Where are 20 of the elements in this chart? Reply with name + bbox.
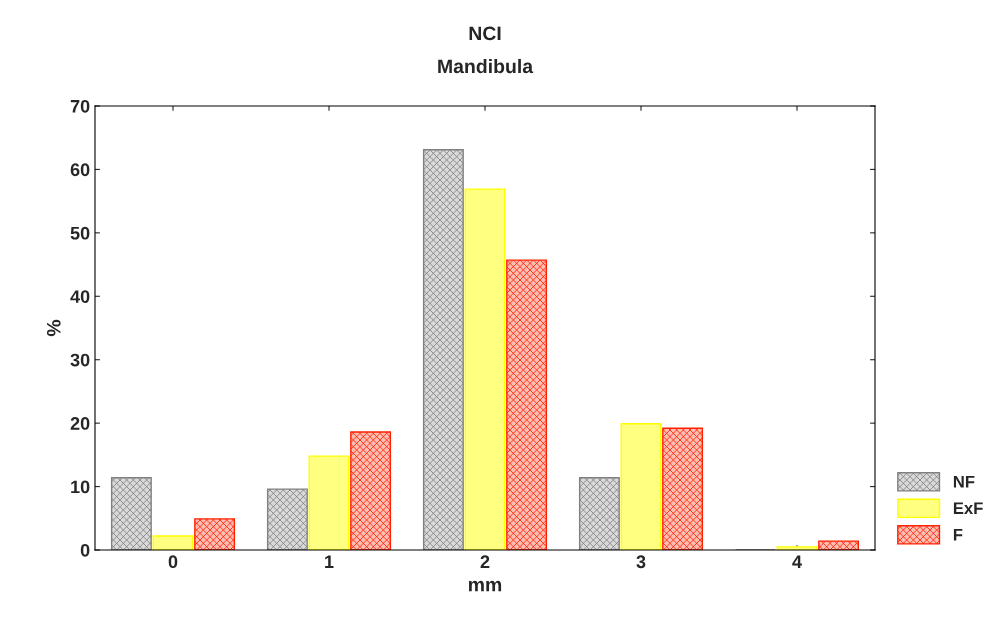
y-tick-label: 20 (70, 417, 90, 430)
y-tick-label: 40 (70, 290, 90, 304)
x-tick-label: 0 (168, 555, 178, 569)
y-axis-title: % (46, 319, 61, 337)
x-tick-label: 1 (325, 555, 334, 568)
x-tick-label: 3 (636, 555, 646, 569)
legend-label: NF (953, 475, 975, 488)
x-tick-label: 4 (792, 555, 802, 568)
y-tick-label: 70 (70, 99, 90, 113)
y-tick-label: 10 (71, 480, 90, 494)
y-tick-label: 50 (70, 226, 90, 240)
x-axis-title: mm (468, 580, 502, 592)
chart-title: NCI (469, 26, 501, 41)
chart-subtitle: Mandibula (438, 58, 534, 74)
y-tick-label: 30 (70, 353, 90, 367)
y-tick-label: 0 (80, 543, 90, 557)
legend-label: ExF (953, 502, 983, 514)
y-tick-label: 60 (70, 163, 90, 177)
legend-label: F (953, 528, 963, 541)
x-tick-label: 2 (480, 555, 490, 568)
